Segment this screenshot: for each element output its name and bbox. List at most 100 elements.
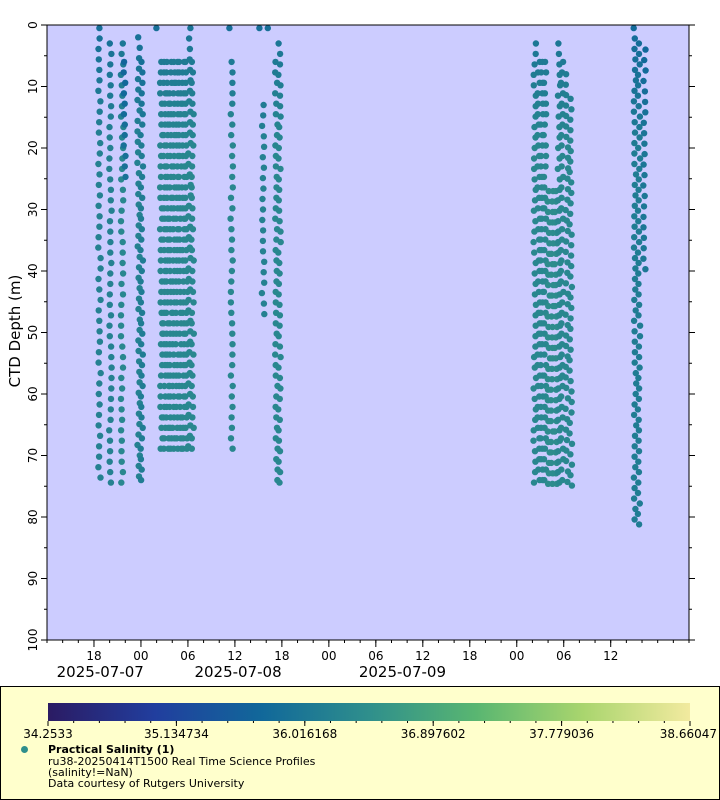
data-point <box>541 445 549 452</box>
data-point <box>164 79 171 87</box>
data-point <box>229 341 236 348</box>
data-point <box>189 403 197 411</box>
data-point <box>631 119 638 126</box>
data-point <box>189 90 196 97</box>
data-point <box>549 480 556 487</box>
data-point <box>534 205 542 212</box>
data-point <box>96 150 104 157</box>
data-point <box>275 458 282 465</box>
data-point <box>566 367 573 374</box>
y-tick-label: 70 <box>26 448 40 463</box>
data-point <box>635 395 643 403</box>
colorbar-gradient <box>48 703 690 721</box>
data-point <box>632 369 639 377</box>
data-point <box>544 208 552 216</box>
data-point <box>166 184 173 191</box>
data-point <box>277 353 284 361</box>
data-point <box>558 131 565 139</box>
data-point <box>276 301 283 308</box>
data-point <box>106 437 114 444</box>
data-point <box>134 159 141 166</box>
data-point <box>117 333 125 340</box>
data-point <box>632 505 639 513</box>
data-point <box>557 267 565 275</box>
data-point <box>182 424 189 431</box>
data-point <box>229 361 236 369</box>
data-point <box>542 100 550 107</box>
data-point <box>175 278 183 285</box>
data-point <box>557 424 565 431</box>
data-point <box>567 325 574 332</box>
data-point <box>228 236 236 243</box>
data-point <box>166 361 173 369</box>
data-point <box>632 171 640 178</box>
data-point <box>139 351 146 358</box>
data-point <box>118 406 125 413</box>
data-point <box>640 224 647 231</box>
data-point <box>190 330 197 337</box>
data-point <box>163 309 170 316</box>
data-point <box>549 323 556 331</box>
data-point <box>139 194 146 201</box>
data-point <box>138 236 145 243</box>
data-point <box>567 158 574 165</box>
data-point <box>275 249 282 256</box>
data-point <box>635 353 643 361</box>
data-point <box>138 173 146 181</box>
data-point <box>97 265 104 272</box>
data-point <box>96 77 103 84</box>
data-point <box>170 90 177 97</box>
data-point <box>188 341 195 348</box>
data-point <box>229 173 236 181</box>
data-point <box>139 121 146 128</box>
data-point <box>634 510 642 518</box>
data-point <box>228 414 235 421</box>
data-point <box>631 254 639 262</box>
data-point <box>229 79 236 87</box>
data-point <box>121 131 128 139</box>
data-point <box>558 142 565 149</box>
data-point <box>163 163 170 170</box>
data-point <box>544 261 551 268</box>
data-point <box>106 218 114 225</box>
data-point <box>568 398 575 406</box>
data-point <box>272 351 279 358</box>
data-point <box>544 428 551 435</box>
data-point <box>138 142 145 149</box>
data-point <box>555 458 562 465</box>
data-point <box>260 101 267 109</box>
y-axis-label: CTD Depth (m) <box>6 275 24 388</box>
data-point <box>548 313 555 320</box>
colorbar-tick-label: 35.134734 <box>144 727 209 741</box>
data-point <box>562 123 570 130</box>
data-point <box>106 322 113 329</box>
data-point <box>106 427 113 434</box>
data-point <box>641 88 649 95</box>
data-point <box>185 296 192 304</box>
data-point <box>118 479 125 486</box>
data-point <box>636 155 644 162</box>
data-point <box>531 176 538 183</box>
data-point <box>156 184 164 191</box>
data-point <box>107 61 114 68</box>
data-point <box>227 435 235 442</box>
data-point <box>641 171 648 179</box>
data-point <box>562 206 569 214</box>
data-point <box>567 127 574 134</box>
data-point <box>228 131 235 139</box>
data-point <box>135 347 142 355</box>
data-point <box>558 393 565 400</box>
data-point <box>188 163 196 170</box>
data-point <box>642 266 649 273</box>
data-point <box>228 267 236 275</box>
data-point <box>175 58 183 66</box>
data-point <box>567 346 574 353</box>
data-point <box>558 351 565 358</box>
data-point <box>107 270 114 277</box>
data-point <box>138 372 145 379</box>
data-point <box>259 206 267 213</box>
data-point <box>96 380 103 387</box>
colorbar: 34.2533 35.134734 36.016168 36.897602 37.779… <box>23 703 717 741</box>
data-point <box>139 163 147 170</box>
data-point <box>95 244 102 251</box>
